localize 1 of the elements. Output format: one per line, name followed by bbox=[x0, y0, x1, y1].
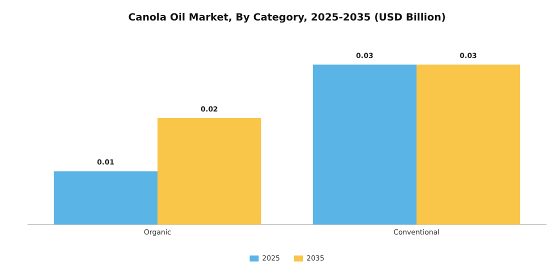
chart-title: Canola Oil Market, By Category, 2025-2035 (USD Billion) bbox=[128, 12, 446, 24]
